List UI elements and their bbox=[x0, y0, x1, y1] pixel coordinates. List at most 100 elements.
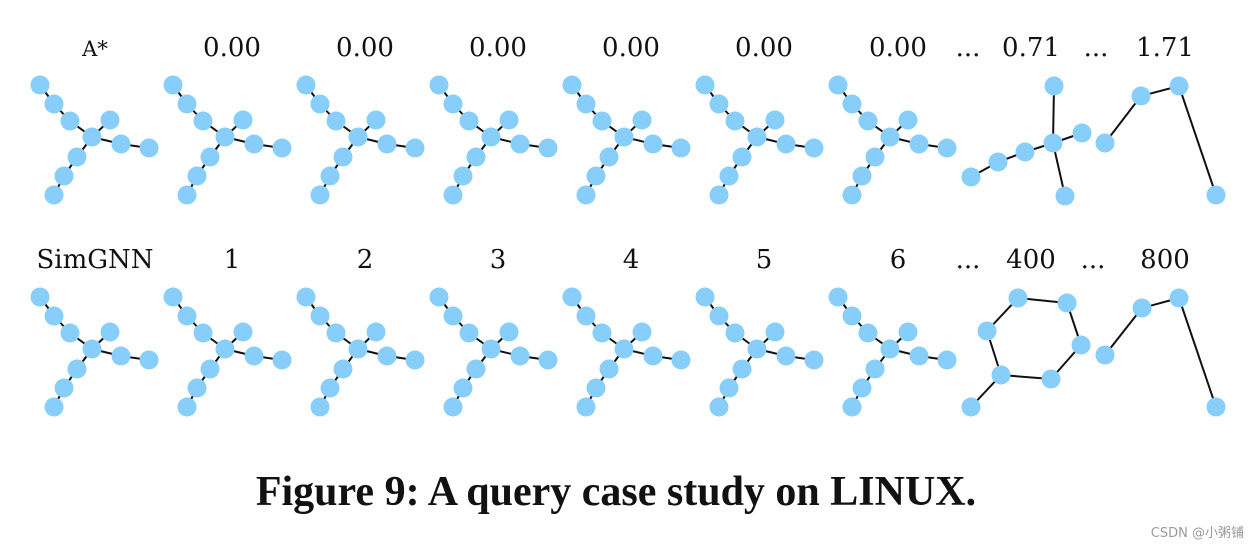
graph-node bbox=[111, 134, 131, 154]
graph-node bbox=[576, 306, 596, 326]
graph-node bbox=[481, 339, 501, 359]
graph-node bbox=[233, 322, 253, 342]
graph-node bbox=[643, 346, 663, 366]
graph-node bbox=[562, 287, 582, 307]
rank-label: 400 bbox=[1006, 245, 1056, 275]
graph-node bbox=[177, 185, 197, 205]
graph-node bbox=[709, 185, 729, 205]
query-graph-astar-4 bbox=[562, 75, 691, 205]
graph-node bbox=[852, 166, 872, 186]
graph-node bbox=[599, 359, 619, 379]
graph-node bbox=[599, 147, 619, 167]
graph-node bbox=[429, 75, 449, 95]
graph-node bbox=[937, 138, 957, 158]
graph-node bbox=[177, 94, 197, 114]
graph-node bbox=[538, 350, 558, 370]
graph-node bbox=[776, 134, 796, 154]
graph-node bbox=[310, 397, 330, 417]
query-graph-astar-0 bbox=[30, 75, 159, 205]
graph-node bbox=[732, 359, 752, 379]
graph-node bbox=[747, 339, 767, 359]
graph-node bbox=[1131, 86, 1151, 106]
graph-node bbox=[244, 346, 264, 366]
graph-node bbox=[67, 359, 87, 379]
graph-node bbox=[1043, 133, 1063, 153]
graph-node bbox=[310, 306, 330, 326]
graph-node bbox=[842, 397, 862, 417]
query-graph-simgnn-5 bbox=[695, 287, 824, 417]
graph-node bbox=[719, 166, 739, 186]
graph-node bbox=[695, 75, 715, 95]
graph-node bbox=[576, 397, 596, 417]
graph-edge bbox=[1052, 85, 1055, 144]
graph-node bbox=[54, 166, 74, 186]
result-graph-score-071 bbox=[961, 76, 1092, 206]
graph-node bbox=[405, 350, 425, 370]
graph-node bbox=[429, 287, 449, 307]
graph-node bbox=[1132, 298, 1152, 318]
graph-node bbox=[852, 378, 872, 398]
graph-node bbox=[453, 166, 473, 186]
graph-node bbox=[709, 397, 729, 417]
graph-node bbox=[187, 166, 207, 186]
graph-node bbox=[804, 138, 824, 158]
graph-node bbox=[586, 166, 606, 186]
graph-node bbox=[1169, 288, 1189, 308]
graph-node bbox=[725, 323, 745, 343]
graph-node bbox=[200, 147, 220, 167]
query-graph-simgnn-2 bbox=[296, 287, 425, 417]
query-graph-astar-1 bbox=[163, 75, 292, 205]
graph-node bbox=[961, 167, 981, 187]
graph-node bbox=[880, 127, 900, 147]
graph-node bbox=[499, 110, 519, 130]
graph-node bbox=[481, 127, 501, 147]
graph-node bbox=[44, 185, 64, 205]
score-label: 0.00 bbox=[869, 33, 927, 63]
graph-node bbox=[320, 166, 340, 186]
graph-node bbox=[632, 110, 652, 130]
graph-node bbox=[765, 322, 785, 342]
graph-node bbox=[187, 378, 207, 398]
rank-label: 6 bbox=[890, 245, 907, 275]
graph-node bbox=[333, 359, 353, 379]
result-graph-rank-800 bbox=[1095, 288, 1226, 417]
query-graph-astar-5 bbox=[695, 75, 824, 205]
graph-node bbox=[909, 134, 929, 154]
score-label: 1.71 bbox=[1136, 33, 1194, 63]
graph-node bbox=[177, 306, 197, 326]
score-label: 0.71 bbox=[1002, 33, 1060, 63]
result-graph-rank-400 bbox=[961, 288, 1091, 417]
graph-node bbox=[804, 350, 824, 370]
graph-node bbox=[193, 323, 213, 343]
graph-node bbox=[865, 359, 885, 379]
graph-node bbox=[643, 134, 663, 154]
score-label: 0.00 bbox=[203, 33, 261, 63]
graph-node bbox=[576, 185, 596, 205]
ellipsis: ... bbox=[956, 33, 981, 63]
graph-node bbox=[44, 397, 64, 417]
rank-label: 1 bbox=[224, 245, 241, 275]
result-graph-score-171 bbox=[1095, 76, 1226, 205]
graph-node bbox=[453, 378, 473, 398]
graph-node bbox=[725, 111, 745, 131]
graph-node bbox=[30, 287, 50, 307]
graph-node bbox=[842, 185, 862, 205]
rank-label: 3 bbox=[490, 245, 507, 275]
graph-node bbox=[377, 134, 397, 154]
graph-node bbox=[977, 321, 997, 341]
graph-edge bbox=[1178, 85, 1217, 196]
graph-node bbox=[30, 75, 50, 95]
graph-node bbox=[576, 94, 596, 114]
graph-node bbox=[366, 322, 386, 342]
graph-node bbox=[200, 359, 220, 379]
graph-node bbox=[320, 378, 340, 398]
graph-node bbox=[139, 138, 159, 158]
graph-node bbox=[765, 110, 785, 130]
graph-node bbox=[177, 397, 197, 417]
graph-node bbox=[776, 346, 796, 366]
graph-node bbox=[828, 75, 848, 95]
row-label-simgnn: SimGNN bbox=[36, 245, 153, 275]
graph-node bbox=[215, 127, 235, 147]
graph-node bbox=[1169, 76, 1189, 96]
ellipsis: ... bbox=[1084, 33, 1109, 63]
